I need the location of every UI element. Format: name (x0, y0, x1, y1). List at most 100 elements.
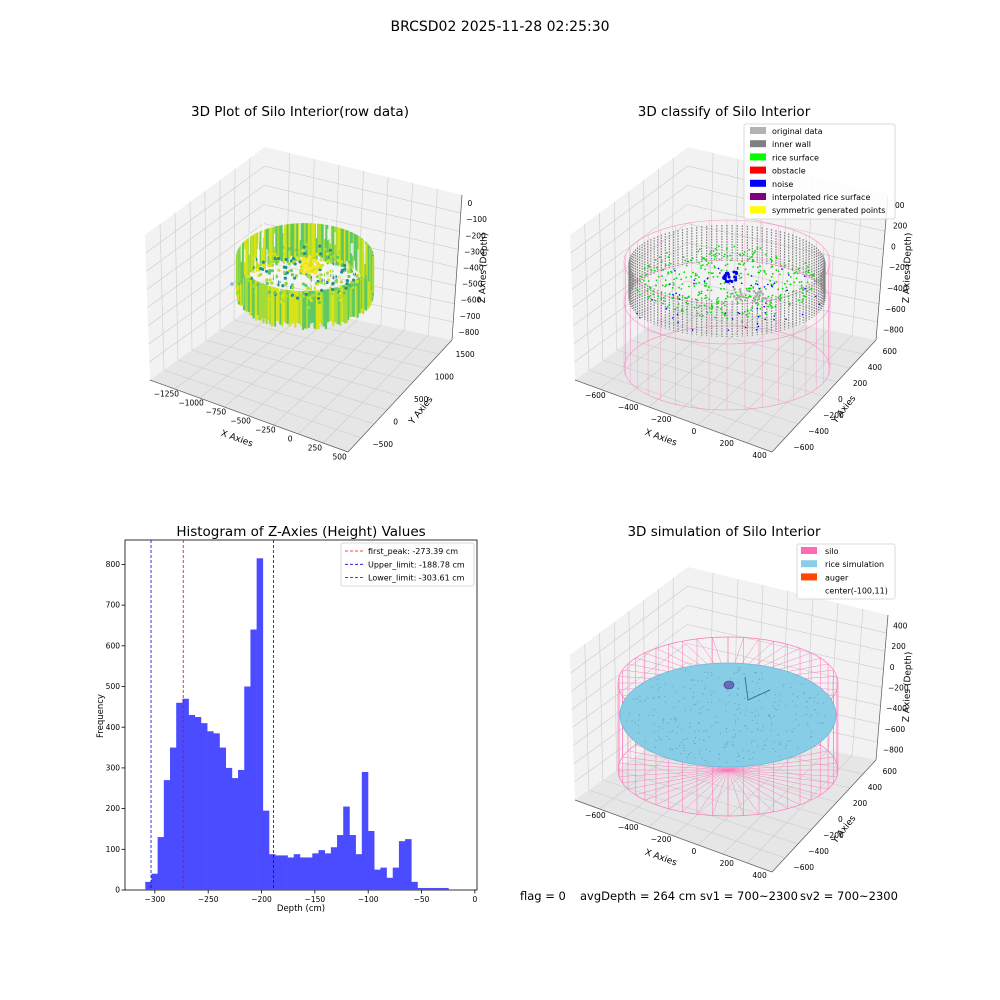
classify-rice-surface-point (738, 277, 741, 280)
simulation-rice-mesh-point (792, 693, 794, 695)
simulation-legend-label: center(-100,11) (825, 587, 888, 596)
simulation-rice-mesh-point (702, 693, 704, 695)
classify-rice-surface-point (646, 290, 649, 292)
classify-noise-point (781, 268, 783, 270)
simulation-z-axis-line (875, 614, 889, 761)
classify-rice-surface-point (648, 264, 650, 267)
raw-data-point (301, 256, 306, 261)
raw-data-point (302, 245, 306, 249)
classify-rice-surface-point (698, 304, 701, 307)
simulation-rice-mesh-point (711, 725, 713, 727)
simulation-rice-mesh-point (742, 749, 744, 752)
simulation-rice-mesh-point (731, 741, 733, 743)
simulation-rice-mesh-point (805, 713, 808, 716)
simulation-x-tick: 0 (692, 847, 697, 856)
simulation-rice-mesh-point (706, 677, 708, 679)
raw-data-3d-plot: 3D Plot of Silo Interior(row data) −1250… (145, 104, 490, 462)
simulation-rice-mesh-point (763, 744, 765, 746)
classify-original-data-point (752, 289, 756, 293)
classify-rice-surface-point (756, 246, 759, 249)
simulation-rice-mesh-point (702, 706, 704, 708)
raw-data-x-tick: 0 (288, 435, 293, 444)
raw-data-point (261, 258, 265, 262)
raw-data-point (303, 252, 307, 256)
raw-data-point (290, 293, 294, 297)
classify-rice-surface-point (791, 268, 794, 271)
classify-noise-point (669, 283, 671, 285)
raw-data-point (283, 242, 287, 246)
classify-noise-point (740, 282, 743, 285)
simulation-rice-mesh-point (784, 705, 787, 707)
classify-rice-surface-point (657, 295, 660, 298)
simulation-rice-mesh-point (747, 691, 749, 693)
classify-rice-surface-point (738, 274, 740, 277)
raw-data-point (345, 278, 350, 283)
classify-rice-surface-point (763, 269, 766, 272)
simulation-rice-mesh-point (662, 719, 664, 721)
simulation-legend: silo rice simulation auger center(-100,11) (796, 543, 896, 600)
simulation-rice-mesh-point (719, 699, 721, 702)
simulation-rice-mesh-point (692, 692, 694, 694)
histogram-x-tick-label: −200 (251, 895, 272, 904)
histogram-y-tick-label: 100 (106, 845, 121, 854)
classify-rice-surface-point (680, 278, 683, 281)
classify-rice-surface-point (745, 314, 748, 316)
raw-data-point (350, 265, 354, 269)
simulation-rice-mesh-point (728, 701, 730, 703)
simulation-rice-mesh-point (737, 682, 739, 684)
simulation-rice-mesh-point (683, 697, 685, 699)
histogram-bar (176, 702, 183, 890)
classify-rice-surface-point (747, 273, 750, 276)
raw-data-point (273, 256, 277, 261)
classify-rice-surface-point (695, 282, 698, 285)
classify-rice-surface-point (671, 297, 674, 300)
histogram-bar (367, 830, 375, 890)
classify-rice-surface-point (747, 258, 749, 261)
simulation-rice-mesh-point (773, 715, 775, 717)
simulation-legend-label: auger (825, 573, 849, 582)
simulation-rice-mesh-point (724, 746, 726, 748)
classify-noise-point (755, 328, 758, 331)
simulation-rice-mesh-point (653, 709, 656, 711)
classify-noise-point (786, 289, 789, 292)
simulation-z-tick: 200 (891, 642, 906, 651)
classify-rice-surface-point (739, 290, 742, 293)
raw-data-point (298, 260, 302, 264)
classify-noise-point (785, 318, 787, 321)
classify-rice-surface-point (688, 285, 690, 288)
raw-data-point (270, 281, 274, 285)
histogram-bar (392, 867, 400, 890)
simulation-silo-floor-spoke (696, 769, 729, 815)
histogram-x-tick-label: −250 (198, 895, 219, 904)
raw-data-point (325, 280, 329, 285)
raw-data-x-tick: −1250 (154, 390, 180, 399)
classify-rice-surface-point (729, 296, 732, 298)
raw-data-point (262, 286, 266, 290)
classify-rice-surface-point (705, 285, 707, 288)
raw-data-point (282, 299, 286, 303)
raw-data-point (281, 290, 285, 294)
classify-rice-surface-point (769, 279, 772, 282)
classify-rice-surface-point (692, 271, 694, 274)
simulation-rice-mesh-point (700, 679, 703, 681)
classify-rice-surface-point (648, 295, 651, 298)
simulation-rice-mesh-point (682, 739, 685, 741)
raw-data-z-tick: −800 (459, 328, 480, 337)
simulation-rice-mesh-point (810, 714, 812, 716)
classify-rice-surface-point (664, 264, 667, 267)
classify-rice-surface-point (716, 275, 719, 278)
simulation-rice-mesh-point (787, 740, 789, 742)
classify-rice-surface-point (687, 295, 690, 298)
simulation-rice-mesh-point (729, 677, 732, 680)
raw-data-x-axis-line (149, 379, 349, 453)
classify-rice-surface-point (775, 255, 778, 258)
classify-y-tick: 0 (838, 395, 843, 404)
simulation-rice-mesh-point (669, 749, 672, 751)
simulation-rice-mesh-point (789, 740, 791, 742)
histogram-x-tick-label: −100 (358, 895, 379, 904)
classify-x-tick: 0 (692, 427, 697, 436)
simulation-silo-floor-spoke (727, 769, 812, 801)
simulation-y-axis-line (771, 759, 877, 873)
simulation-rice-mesh-point (795, 719, 797, 721)
simulation-rice-mesh-point (733, 729, 735, 731)
